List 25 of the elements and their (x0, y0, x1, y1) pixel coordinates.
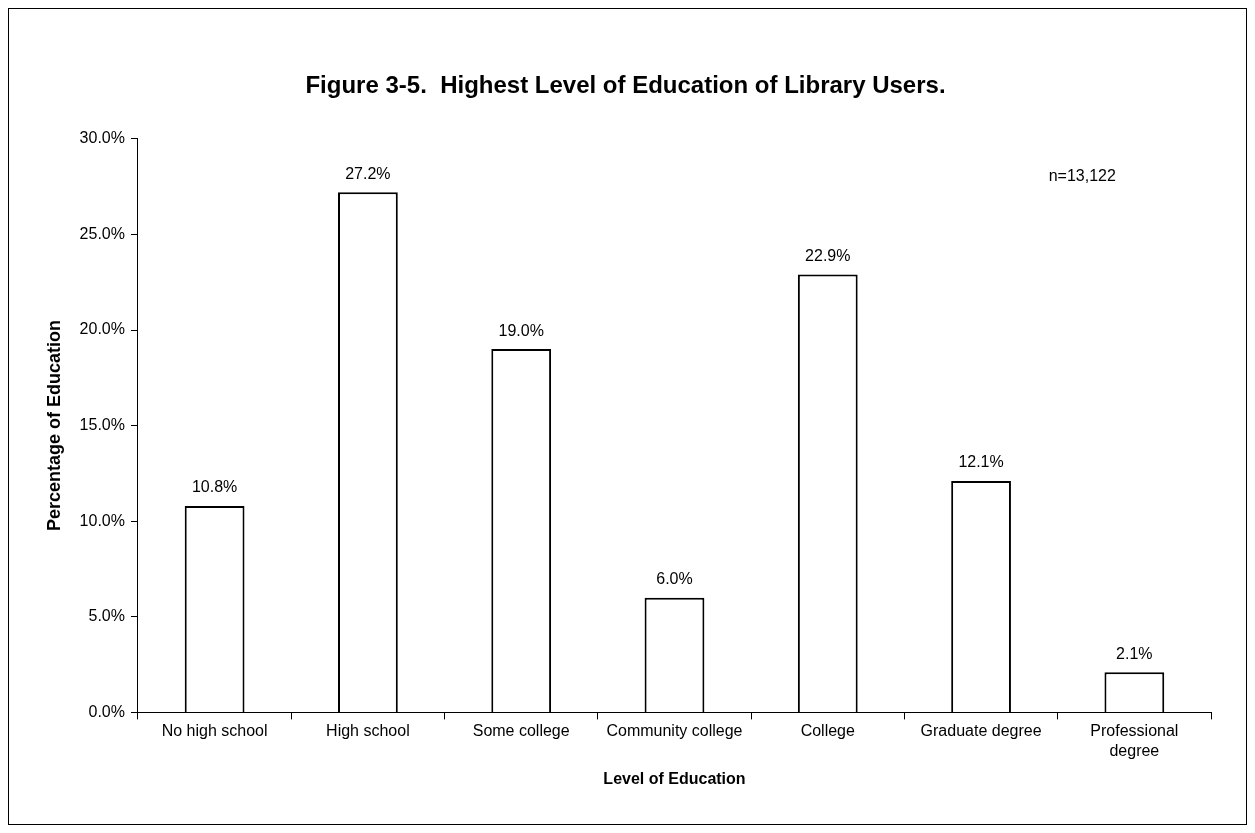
x-tick-label: Professional degree (1090, 722, 1179, 759)
y-tick-label: 30.0% (79, 129, 125, 147)
data-label: 19.0% (498, 321, 544, 339)
x-tick-label: Graduate degree (920, 722, 1042, 740)
data-label: 10.8% (191, 478, 238, 496)
chart-title: Figure 3-5. Highest Level of Education of Library Users. (305, 71, 946, 99)
y-axis-title: Percentage of Education (43, 320, 64, 532)
y-tick-label: 5.0% (88, 607, 125, 625)
x-tick-label: High school (326, 722, 410, 740)
x-tick-label: College (800, 722, 855, 740)
annotation: n=13,122 (1048, 167, 1116, 185)
x-tick-label: Community college (606, 722, 743, 740)
y-tick-label: 10.0% (79, 511, 125, 529)
data-label: 22.9% (805, 246, 851, 264)
data-label: 12.1% (958, 453, 1004, 471)
y-tick-label: 20.0% (79, 320, 125, 338)
x-tick-label: No high school (161, 722, 268, 740)
y-tick-label: 0.0% (88, 702, 125, 720)
x-axis-title: Level of Education (603, 769, 746, 787)
y-tick-label: 25.0% (79, 224, 125, 242)
data-label: 27.2% (345, 164, 391, 182)
data-label: 2.1% (1116, 644, 1153, 662)
x-tick-label: Some college (472, 722, 570, 740)
y-tick-label: 15.0% (79, 416, 125, 434)
data-label: 6.0% (656, 570, 693, 588)
